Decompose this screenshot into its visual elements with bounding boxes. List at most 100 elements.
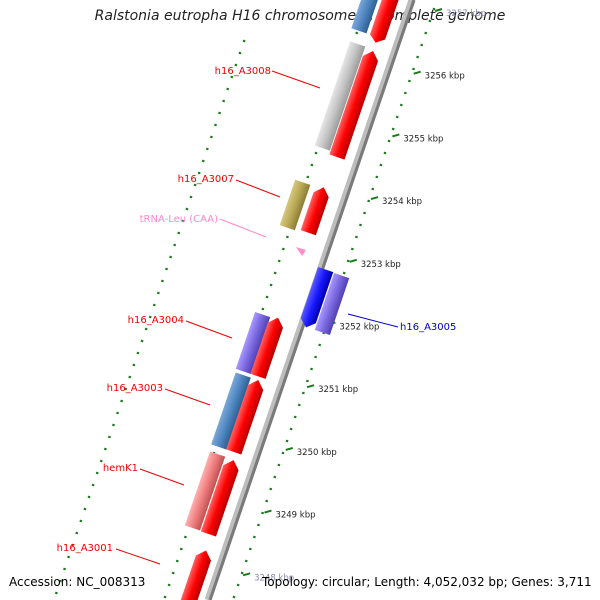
guide-dot xyxy=(236,583,240,587)
scale-tick xyxy=(285,446,294,451)
guide-dot xyxy=(238,51,242,55)
gene-hemK1[interactable] xyxy=(184,451,226,531)
gene-h16-A3005-blue[interactable] xyxy=(298,267,334,330)
guide-dot xyxy=(193,183,197,187)
guide-dot xyxy=(148,315,152,319)
gene-h16-A3003[interactable] xyxy=(211,372,251,450)
gene-h16-A3007[interactable] xyxy=(279,179,311,231)
gene-h16-A3004[interactable] xyxy=(235,312,271,374)
guide-dot xyxy=(144,327,148,331)
scale-label: 3255 kbp xyxy=(403,134,443,144)
guide-dot xyxy=(175,559,179,563)
scale-label: 3252 kbp xyxy=(339,323,379,333)
guide-dot xyxy=(412,67,416,71)
guide-dot xyxy=(367,199,371,203)
gene-red-4[interactable] xyxy=(250,315,285,379)
label-h16-A3005[interactable]: h16_A3005 xyxy=(400,322,456,333)
guide-dot xyxy=(375,175,379,179)
scale-tick xyxy=(349,258,358,263)
genome-summary: Topology: circular; Length: 4,052,032 bp… xyxy=(262,575,592,589)
guide-dot xyxy=(218,111,222,115)
guide-dot xyxy=(136,351,140,355)
guide-dot xyxy=(185,207,189,211)
guide-dot xyxy=(156,291,160,295)
guide-dot xyxy=(261,511,265,515)
guide-dot xyxy=(183,535,187,539)
guide-dot xyxy=(244,559,248,563)
guide-dot xyxy=(285,439,289,443)
guide-dot xyxy=(277,463,281,467)
label-trna-leu[interactable]: tRNA-Leu (CAA) xyxy=(140,214,218,225)
guide-dot xyxy=(252,535,256,539)
label-hemK1[interactable]: hemK1 xyxy=(103,463,138,474)
scale-tick xyxy=(413,70,421,75)
label-h16-A3001[interactable]: h16_A3001 xyxy=(57,543,113,554)
guide-dot xyxy=(232,595,236,599)
guide-dot xyxy=(399,103,403,107)
label-h16-A3004[interactable]: h16_A3004 xyxy=(128,315,184,326)
gene-red-2[interactable] xyxy=(329,48,380,160)
scale-tick xyxy=(264,509,272,514)
guide-dot xyxy=(407,79,411,83)
guide-dot xyxy=(432,7,436,11)
guide-dot xyxy=(342,271,346,275)
scale-label: 3253 kbp xyxy=(361,260,401,270)
trna-leu-marker[interactable] xyxy=(296,247,306,256)
guide-dot xyxy=(346,259,350,263)
scale-label: 3249 kbp xyxy=(275,511,315,521)
guide-dot xyxy=(173,243,177,247)
guide-dot xyxy=(424,31,428,35)
guide-dot xyxy=(242,39,246,43)
guide-dot xyxy=(99,459,103,463)
label-h16-A3003[interactable]: h16_A3003 xyxy=(107,383,163,394)
feature-labels: h16_A3008 h16_A3007 tRNA-Leu (CAA) h16_A… xyxy=(57,66,457,554)
guide-dot xyxy=(273,271,277,275)
guide-dot xyxy=(152,303,156,307)
guide-dot xyxy=(83,507,87,511)
gene-red-6[interactable] xyxy=(200,458,241,537)
gene-red-7[interactable] xyxy=(179,548,214,600)
guide-dot xyxy=(355,31,359,35)
guide-dot xyxy=(305,379,309,383)
gene-red-3[interactable] xyxy=(300,185,332,236)
guide-dot xyxy=(205,147,209,151)
guide-dot xyxy=(359,223,362,227)
guide-dot xyxy=(391,127,395,131)
right-gene-track xyxy=(296,247,350,335)
gene-h16-A3009-partial[interactable] xyxy=(351,0,381,34)
guide-dot xyxy=(63,567,67,571)
label-h16-A3008[interactable]: h16_A3008 xyxy=(215,66,271,77)
guide-dot xyxy=(230,75,234,79)
gene-h16-A3005-purple[interactable] xyxy=(314,273,350,335)
guide-dot xyxy=(189,195,193,199)
guide-dot xyxy=(289,427,293,431)
scale-tick xyxy=(370,196,379,201)
guide-dot xyxy=(306,175,310,179)
guide-dot xyxy=(226,87,230,91)
guide-dot xyxy=(179,547,183,551)
label-h16-A3007[interactable]: h16_A3007 xyxy=(178,174,234,185)
guide-dot xyxy=(416,55,420,59)
guide-dot xyxy=(79,519,83,523)
scale-label: 3257 kbp xyxy=(446,9,486,19)
gene-red-5[interactable] xyxy=(226,377,266,455)
gene-h16-A3008[interactable] xyxy=(314,41,366,151)
guide-dot xyxy=(428,19,432,23)
guide-dot xyxy=(285,235,289,239)
guide-dot xyxy=(140,339,144,343)
guide-dot xyxy=(265,499,269,503)
guide-dot xyxy=(67,555,71,559)
scale-label: 3256 kbp xyxy=(425,72,465,82)
guide-dot xyxy=(314,151,318,155)
guide-dot xyxy=(120,399,124,403)
scale-tick xyxy=(434,8,443,12)
scale-tick xyxy=(306,384,315,389)
guide-dot xyxy=(112,423,115,427)
guide-dot xyxy=(75,531,79,535)
guide-dot xyxy=(54,591,58,595)
guide-dot xyxy=(128,375,132,379)
guide-dot xyxy=(107,435,111,439)
gene-red-1[interactable] xyxy=(368,0,400,45)
guide-dot xyxy=(273,475,277,479)
